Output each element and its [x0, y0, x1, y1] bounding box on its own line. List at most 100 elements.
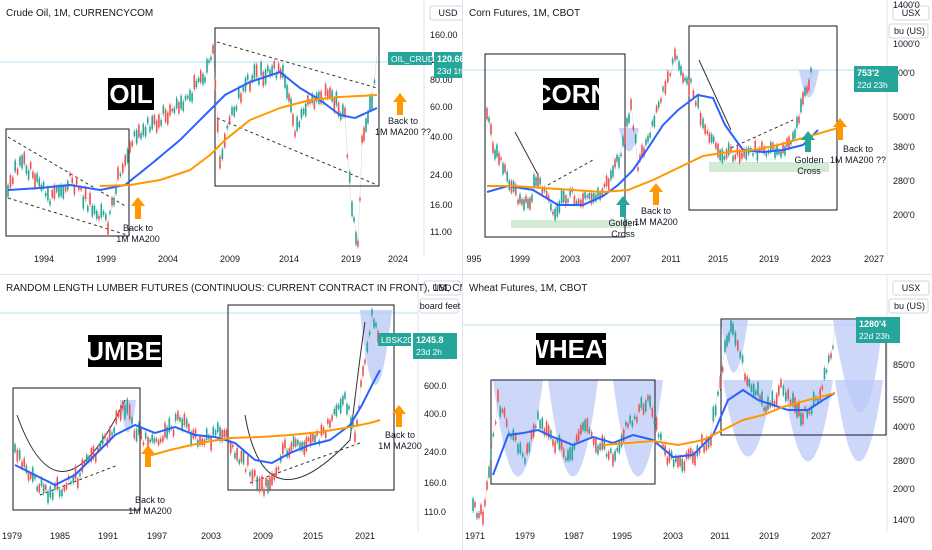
- time-tick-label: 2019: [759, 531, 779, 541]
- price-tag: [854, 66, 898, 92]
- trendline: [39, 464, 119, 496]
- price-tick-label: 160.0: [424, 478, 447, 488]
- price-tag-countdown: 23d 1h: [437, 66, 462, 76]
- cup-highlight: [783, 380, 833, 462]
- price-tick-label: 80.00: [430, 75, 453, 85]
- price-tick-label: 40.00: [430, 132, 453, 142]
- oil-price-series: [7, 44, 378, 241]
- orange-up-arrow-icon: [141, 445, 155, 467]
- big-label-background: [88, 335, 162, 367]
- time-tick-label: 2003: [201, 531, 221, 541]
- price-tick-label: 500'0: [893, 112, 915, 122]
- time-tick-label: 2004: [158, 254, 178, 264]
- big-label-text: CORN: [533, 79, 610, 109]
- wheat-price-series: [472, 324, 836, 517]
- time-tick-label: 2024: [388, 254, 408, 264]
- time-tick-label: 2009: [220, 254, 240, 264]
- currency-box: [423, 280, 461, 296]
- price-tick-label: 16.00: [430, 200, 453, 210]
- price-tick-label: 140'0: [893, 515, 915, 525]
- annotation-text: 1M MA200: [634, 217, 678, 227]
- oil-chart-panel[interactable]: Crude Oil, 1M, CURRENCYCOM USD 160.00 120.…: [0, 0, 462, 274]
- annotation-text: 1M MA200 ??: [375, 127, 431, 137]
- cup-highlight: [548, 380, 598, 477]
- time-tick-label: 2007: [611, 254, 631, 264]
- corn-chart-panel[interactable]: Corn Futures, 1M, CBOT USX bu (US) 1400'0 1…: [463, 0, 932, 274]
- price-tick-label: 60.00: [430, 102, 453, 112]
- time-tick-label: 1991: [98, 531, 118, 541]
- wheat-chart-svg[interactable]: USX bu (US) 850'0 550'0 400'0 280'0 200'0 140'0…: [463, 275, 932, 550]
- ma-fast-line: [7, 70, 378, 192]
- price-tag-countdown: 23d 2h: [416, 347, 442, 357]
- price-tag: [413, 333, 457, 359]
- price-tick-label: 1000'0: [893, 39, 920, 49]
- trendline: [216, 41, 378, 89]
- annotation-text: Cross: [611, 229, 635, 239]
- unit-box: [888, 23, 929, 39]
- price-tag: [434, 52, 462, 78]
- annotation-text: Back to: [388, 116, 418, 126]
- time-tick-label: 1979: [2, 531, 22, 541]
- annotation-text: Golden: [608, 218, 637, 228]
- annotation-text: Back to: [123, 223, 153, 233]
- price-tag-value: 1280'4: [859, 319, 886, 329]
- corn-chart-svg[interactable]: USX bu (US) 1400'0 1000'0 700'0 500'0 380'0 280…: [463, 0, 932, 274]
- cup-highlight: [835, 380, 883, 462]
- time-tick-label: 2021: [355, 531, 375, 541]
- time-tick-label: 2015: [708, 254, 728, 264]
- time-tick-label: 1987: [564, 531, 584, 541]
- price-tick-label: 550'0: [893, 395, 915, 405]
- support-zone: [709, 162, 829, 172]
- annotation-text: Golden: [794, 155, 823, 165]
- time-tick-label: 1979: [515, 531, 535, 541]
- annotation-text: 1M MA200 ??: [830, 155, 886, 165]
- time-tick-label: 1999: [510, 254, 530, 264]
- price-tick-label: 400'0: [893, 422, 915, 432]
- price-tag-value: 1245.8: [416, 335, 444, 345]
- big-label-text: WHEAT: [524, 334, 618, 364]
- currency-label: USD: [432, 283, 452, 293]
- time-tick-label: 1999: [96, 254, 116, 264]
- orange-up-arrow-icon: [833, 118, 847, 140]
- trendline: [244, 321, 366, 480]
- big-label-background: [108, 78, 154, 110]
- currency-label: USX: [902, 283, 921, 293]
- wheat-chart-panel[interactable]: Wheat Futures, 1M, CBOT USX bu (US) 850'0 5…: [463, 275, 932, 550]
- time-tick-label: 1994: [34, 254, 54, 264]
- unit-label: bu (US): [894, 26, 925, 36]
- time-tick-label: 1995: [612, 531, 632, 541]
- support-zone: [511, 220, 631, 228]
- price-tick-label: 1400'0: [893, 0, 920, 10]
- ma-slow-line: [487, 127, 839, 194]
- orange-up-arrow-icon: [393, 93, 407, 115]
- time-tick-label: 2011: [661, 254, 680, 264]
- ma-fast-line: [14, 369, 381, 487]
- ma-slow-line: [99, 94, 378, 187]
- big-label-text: LUMBER: [69, 336, 180, 366]
- trendline: [514, 131, 539, 176]
- time-tick-label: 2009: [253, 531, 273, 541]
- symbol-tag: [378, 333, 411, 346]
- price-tick-label: 280'0: [893, 456, 915, 466]
- time-tick-label: 1971: [465, 531, 485, 541]
- time-tick-label: 1985: [50, 531, 70, 541]
- time-tick-label: 2027: [864, 254, 884, 264]
- oil-chart-svg[interactable]: USD160.00120.0080.0060.0040.0024.0016.00…: [0, 0, 462, 274]
- lumber-chart-svg[interactable]: USD board feet 600.0 400.0 240.0 160.0 110.0 19…: [0, 275, 462, 550]
- price-tick-label: 200'0: [893, 484, 915, 494]
- time-tick-label: 2003: [663, 531, 683, 541]
- annotation-text: Back to: [843, 144, 873, 154]
- chart-title: RANDOM LENGTH LUMBER FUTURES (CONTINUOUS…: [6, 283, 462, 294]
- big-label-background: [543, 78, 599, 110]
- lumber-chart-panel[interactable]: RANDOM LENGTH LUMBER FUTURES (CONTINUOUS…: [0, 275, 462, 550]
- price-tick-label: 160.00: [430, 30, 458, 40]
- big-label-text: OIL: [109, 79, 152, 109]
- teal-up-arrow-icon: [801, 131, 815, 152]
- chart-title: Corn Futures, 1M, CBOT: [469, 8, 581, 19]
- big-label-background: [536, 333, 606, 365]
- trendline: [249, 442, 361, 484]
- time-tick-label: 2019: [341, 254, 361, 264]
- currency-box: [892, 280, 930, 296]
- annotation-text: 1M MA200: [378, 441, 422, 451]
- time-tick-label: 2014: [279, 254, 299, 264]
